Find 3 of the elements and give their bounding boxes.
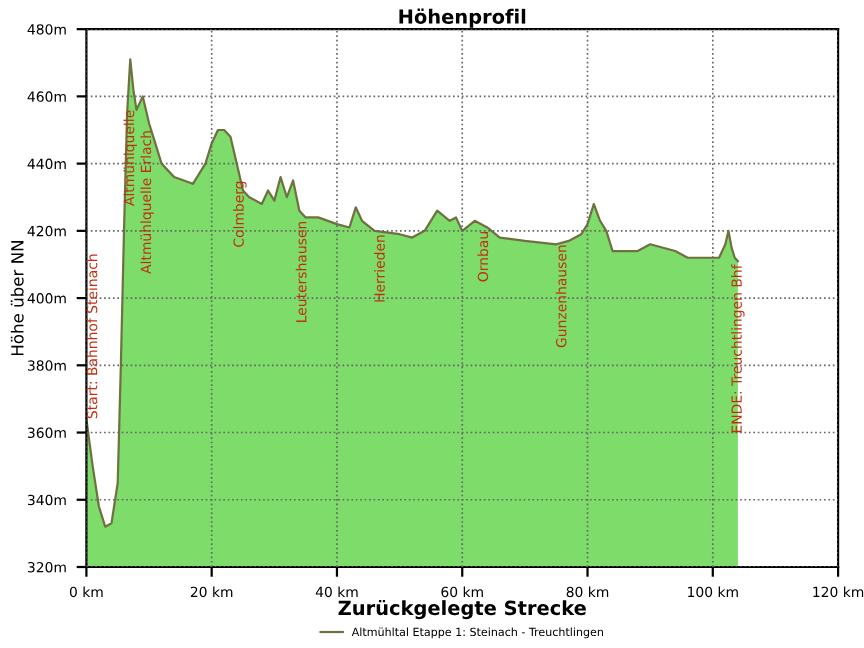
- x-axis-title: Zurückgelegte Strecke: [338, 599, 586, 620]
- y-axis-title: Höhe über NN: [10, 241, 24, 356]
- chart-title: Höhenprofil: [399, 8, 526, 28]
